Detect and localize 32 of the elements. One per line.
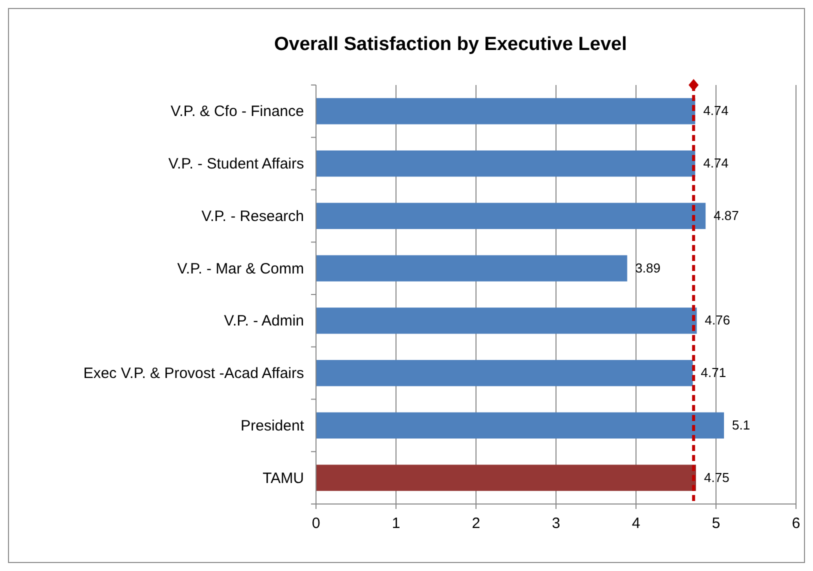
x-tick-label: 4 xyxy=(632,515,640,532)
bar xyxy=(316,255,628,282)
data-label: 4.75 xyxy=(704,470,730,485)
y-tick-label: V.P. - Admin xyxy=(224,312,304,330)
y-tick-label: V.P. - Research xyxy=(201,208,304,225)
bar xyxy=(316,202,706,230)
y-tick-label: V.P. & Cfo - Finance xyxy=(170,103,304,120)
data-label: 4.74 xyxy=(703,103,729,118)
y-tick-label: Exec V.P. & Provost -Acad Affairs xyxy=(83,365,304,382)
bar xyxy=(316,464,696,491)
y-tick-label: TAMU xyxy=(262,470,304,487)
y-tick-label: President xyxy=(240,417,305,434)
data-label: 4.87 xyxy=(714,208,739,223)
y-tick-label: V.P. - Mar & Comm xyxy=(177,260,304,278)
y-tick-label: V.P. - Student Affairs xyxy=(168,156,304,173)
bar xyxy=(316,98,696,124)
x-tick-label: 6 xyxy=(792,515,800,532)
data-label: 4.76 xyxy=(704,312,730,328)
data-label: 4.71 xyxy=(700,365,726,380)
data-label: 4.74 xyxy=(703,156,729,171)
x-tick-label: 0 xyxy=(312,515,320,532)
x-tick-label: 3 xyxy=(552,515,560,532)
chart-title: Overall Satisfaction by Executive Level xyxy=(274,34,627,55)
bar xyxy=(316,412,724,439)
bar xyxy=(316,150,696,177)
data-label: 5.1 xyxy=(732,417,750,432)
bar xyxy=(316,360,693,386)
data-label: 3.89 xyxy=(635,260,661,276)
x-tick-label: 5 xyxy=(712,515,720,532)
x-tick-label: 1 xyxy=(392,515,400,532)
bar xyxy=(316,308,697,334)
x-tick-label: 2 xyxy=(472,515,480,532)
